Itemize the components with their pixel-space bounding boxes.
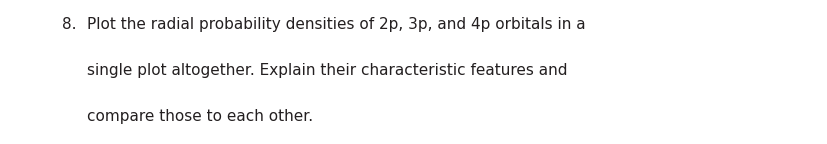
Text: Plot the radial probability densities of 2p, 3p, and 4p orbitals in a: Plot the radial probability densities of… xyxy=(87,17,585,32)
Text: 8.: 8. xyxy=(62,17,77,32)
Text: compare those to each other.: compare those to each other. xyxy=(87,109,313,124)
Text: single plot altogether. Explain their characteristic features and: single plot altogether. Explain their ch… xyxy=(87,63,566,78)
